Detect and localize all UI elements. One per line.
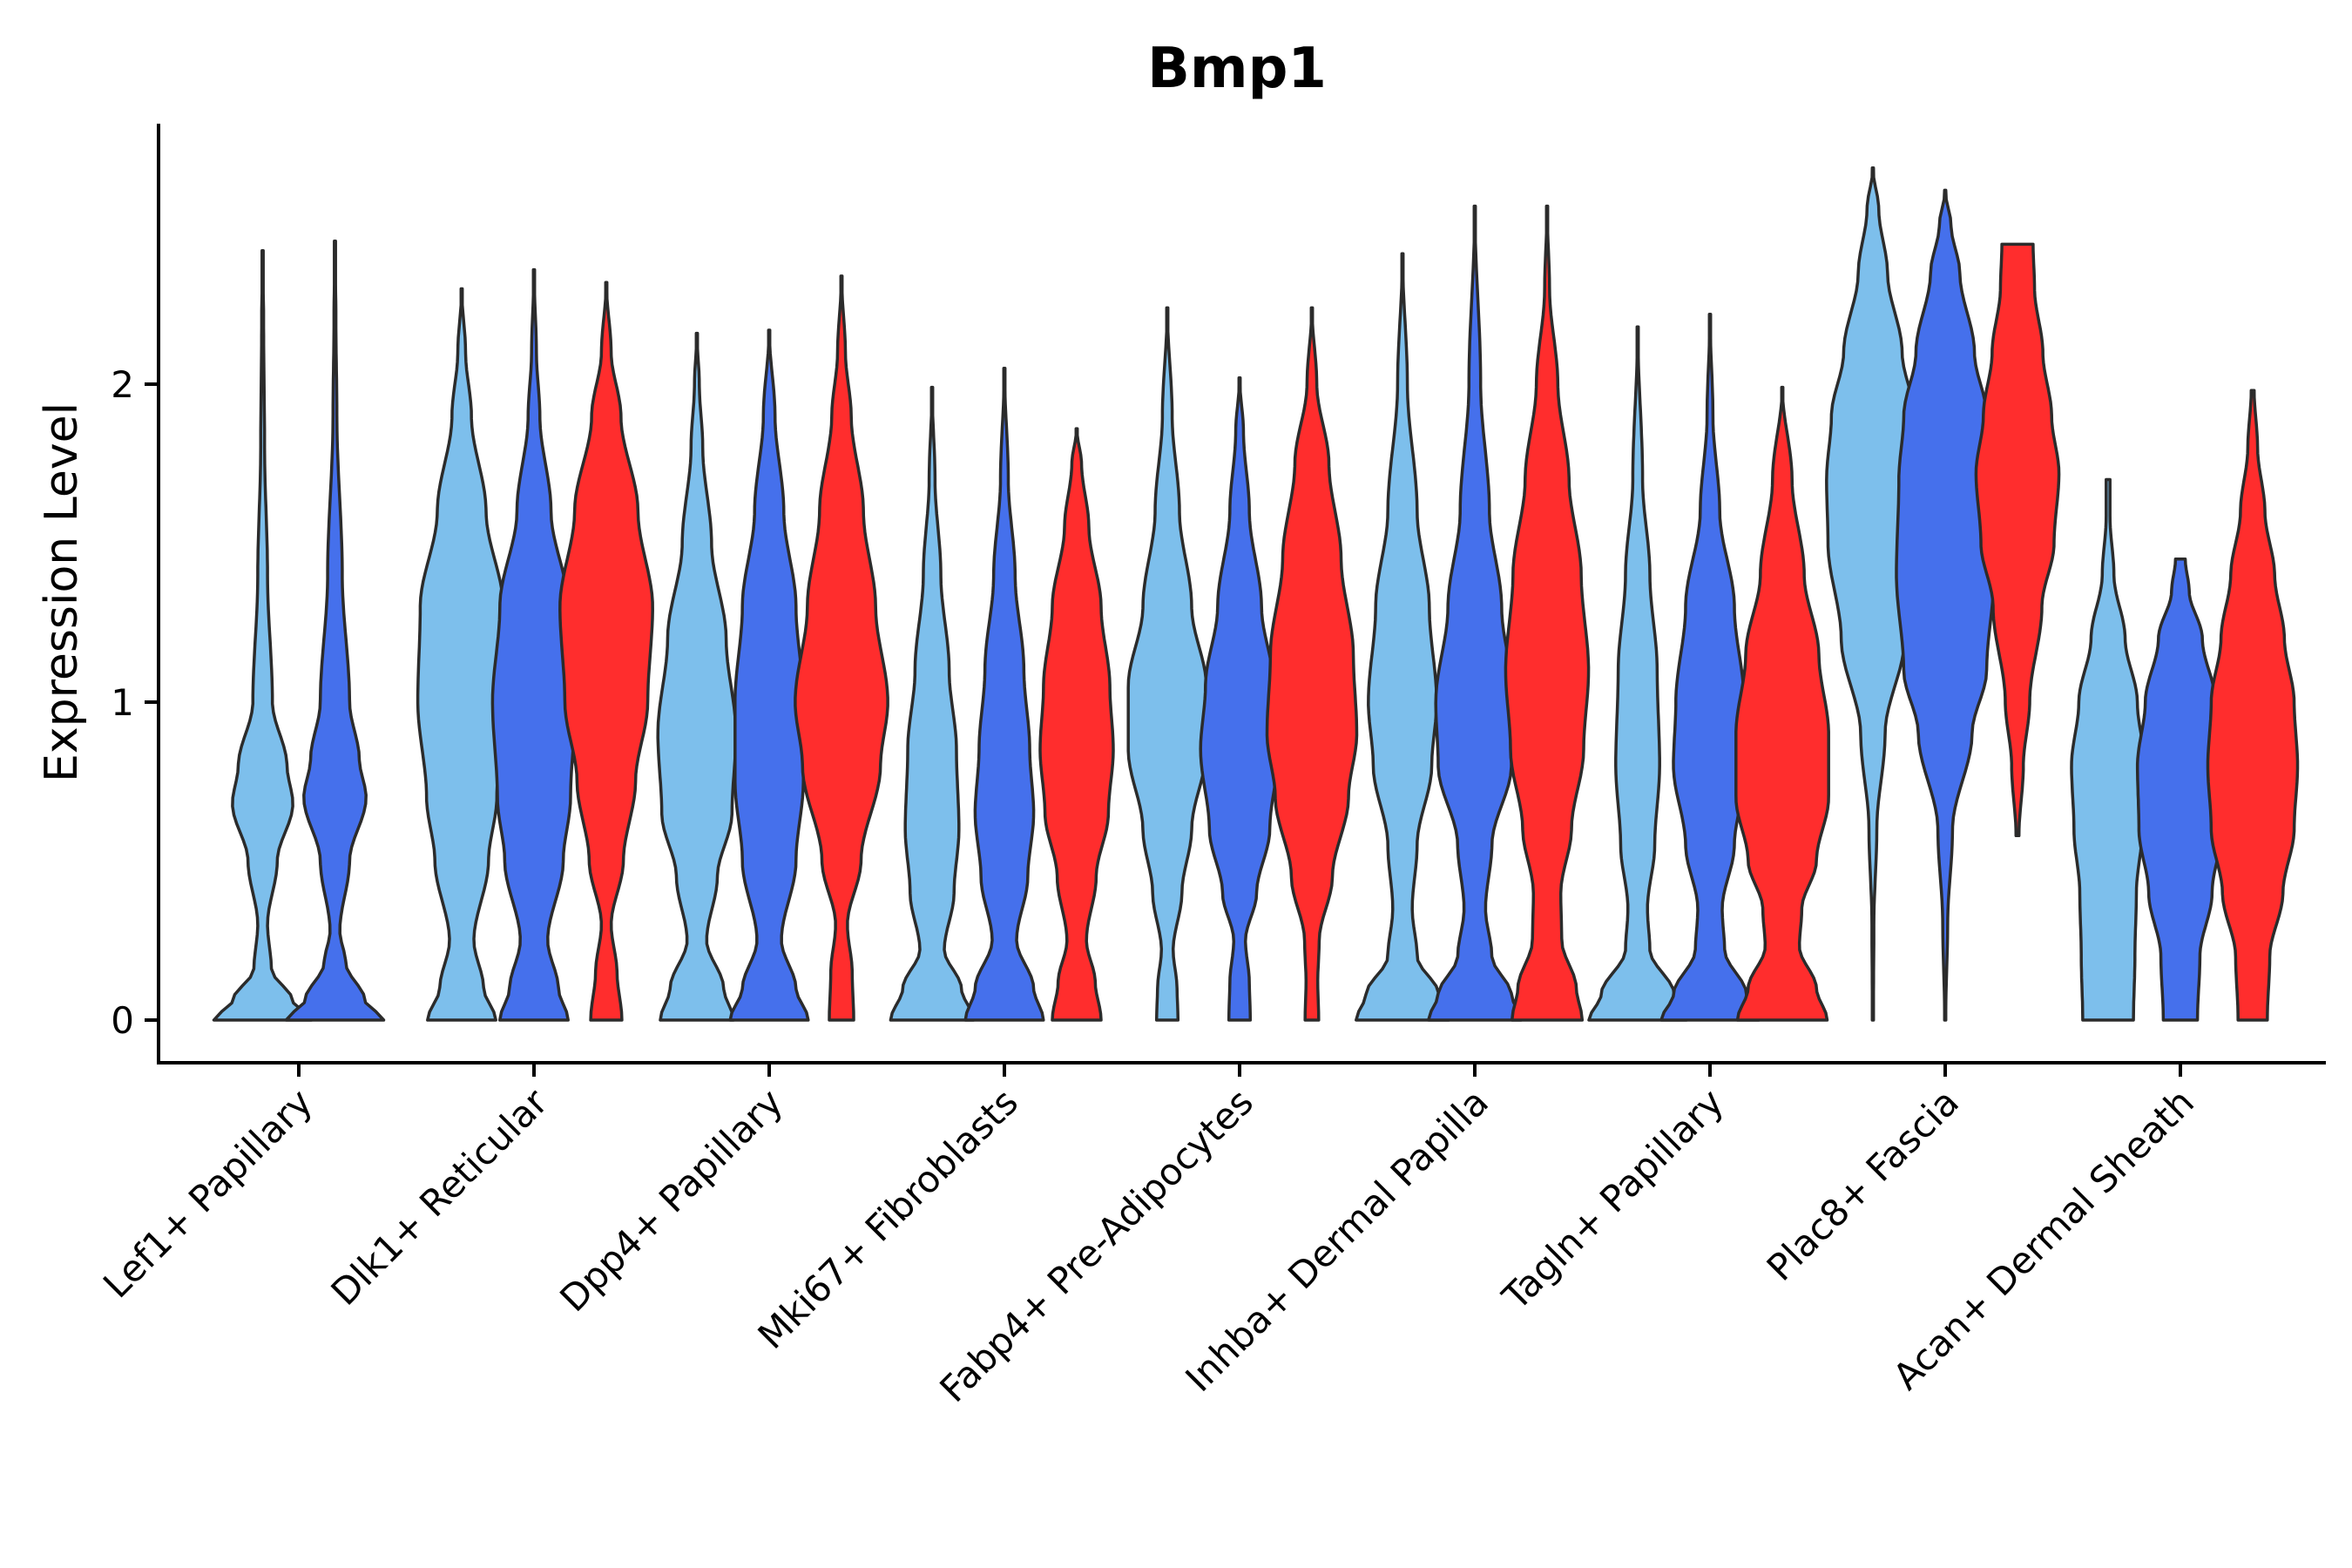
- y-axis-label: Expression Level: [36, 402, 88, 782]
- violin-0-0: [212, 248, 314, 1022]
- y-ticks-group: 0 1 2: [111, 363, 159, 1042]
- violin-8-0: [2070, 477, 2146, 1022]
- x-tick-label-7: Plac8+ Fascia: [1759, 1080, 1967, 1288]
- violin-4-1: [1199, 375, 1281, 1022]
- x-tick-label-6: Tagln+ Papillary: [1494, 1080, 1732, 1318]
- violin-4-0: [1126, 306, 1208, 1022]
- violin-5-1: [1427, 204, 1523, 1022]
- violin-7-2: [1974, 242, 2061, 838]
- violin-7-1: [1895, 188, 1996, 1022]
- violin-3-0: [889, 385, 976, 1022]
- violin-5-2: [1504, 204, 1591, 1022]
- x-tick-label-3: Mki67+ Fibroblasts: [750, 1080, 1026, 1356]
- x-tick-label-0: Lef1+ Papillary: [95, 1080, 321, 1306]
- violin-2-2: [794, 274, 889, 1022]
- x-tick-label-2: Dpp4+ Papillary: [551, 1080, 791, 1320]
- violin-1-0: [416, 287, 508, 1022]
- violin-1-1: [490, 267, 578, 1022]
- violins-group: [212, 166, 2300, 1022]
- violin-6-2: [1734, 385, 1830, 1022]
- violin-4-2: [1265, 306, 1359, 1022]
- y-tick-label-0: 0: [111, 999, 134, 1042]
- violin-2-1: [728, 328, 810, 1022]
- y-tick-label-2: 2: [111, 363, 134, 406]
- violin-2-0: [656, 331, 738, 1022]
- violin-0-1: [284, 239, 386, 1022]
- chart-title: Bmp1: [1147, 37, 1327, 101]
- violin-5-0: [1355, 252, 1450, 1022]
- violin-8-2: [2206, 389, 2300, 1022]
- violin-7-0: [1825, 166, 1921, 1022]
- violin-8-1: [2135, 558, 2226, 1022]
- violin-3-2: [1038, 427, 1115, 1022]
- violin-1-2: [558, 280, 654, 1022]
- y-tick-label-1: 1: [111, 681, 134, 724]
- violin-3-1: [963, 367, 1045, 1022]
- violin-6-0: [1587, 325, 1688, 1022]
- x-tick-label-1: Dlk1+ Reticular: [323, 1080, 557, 1314]
